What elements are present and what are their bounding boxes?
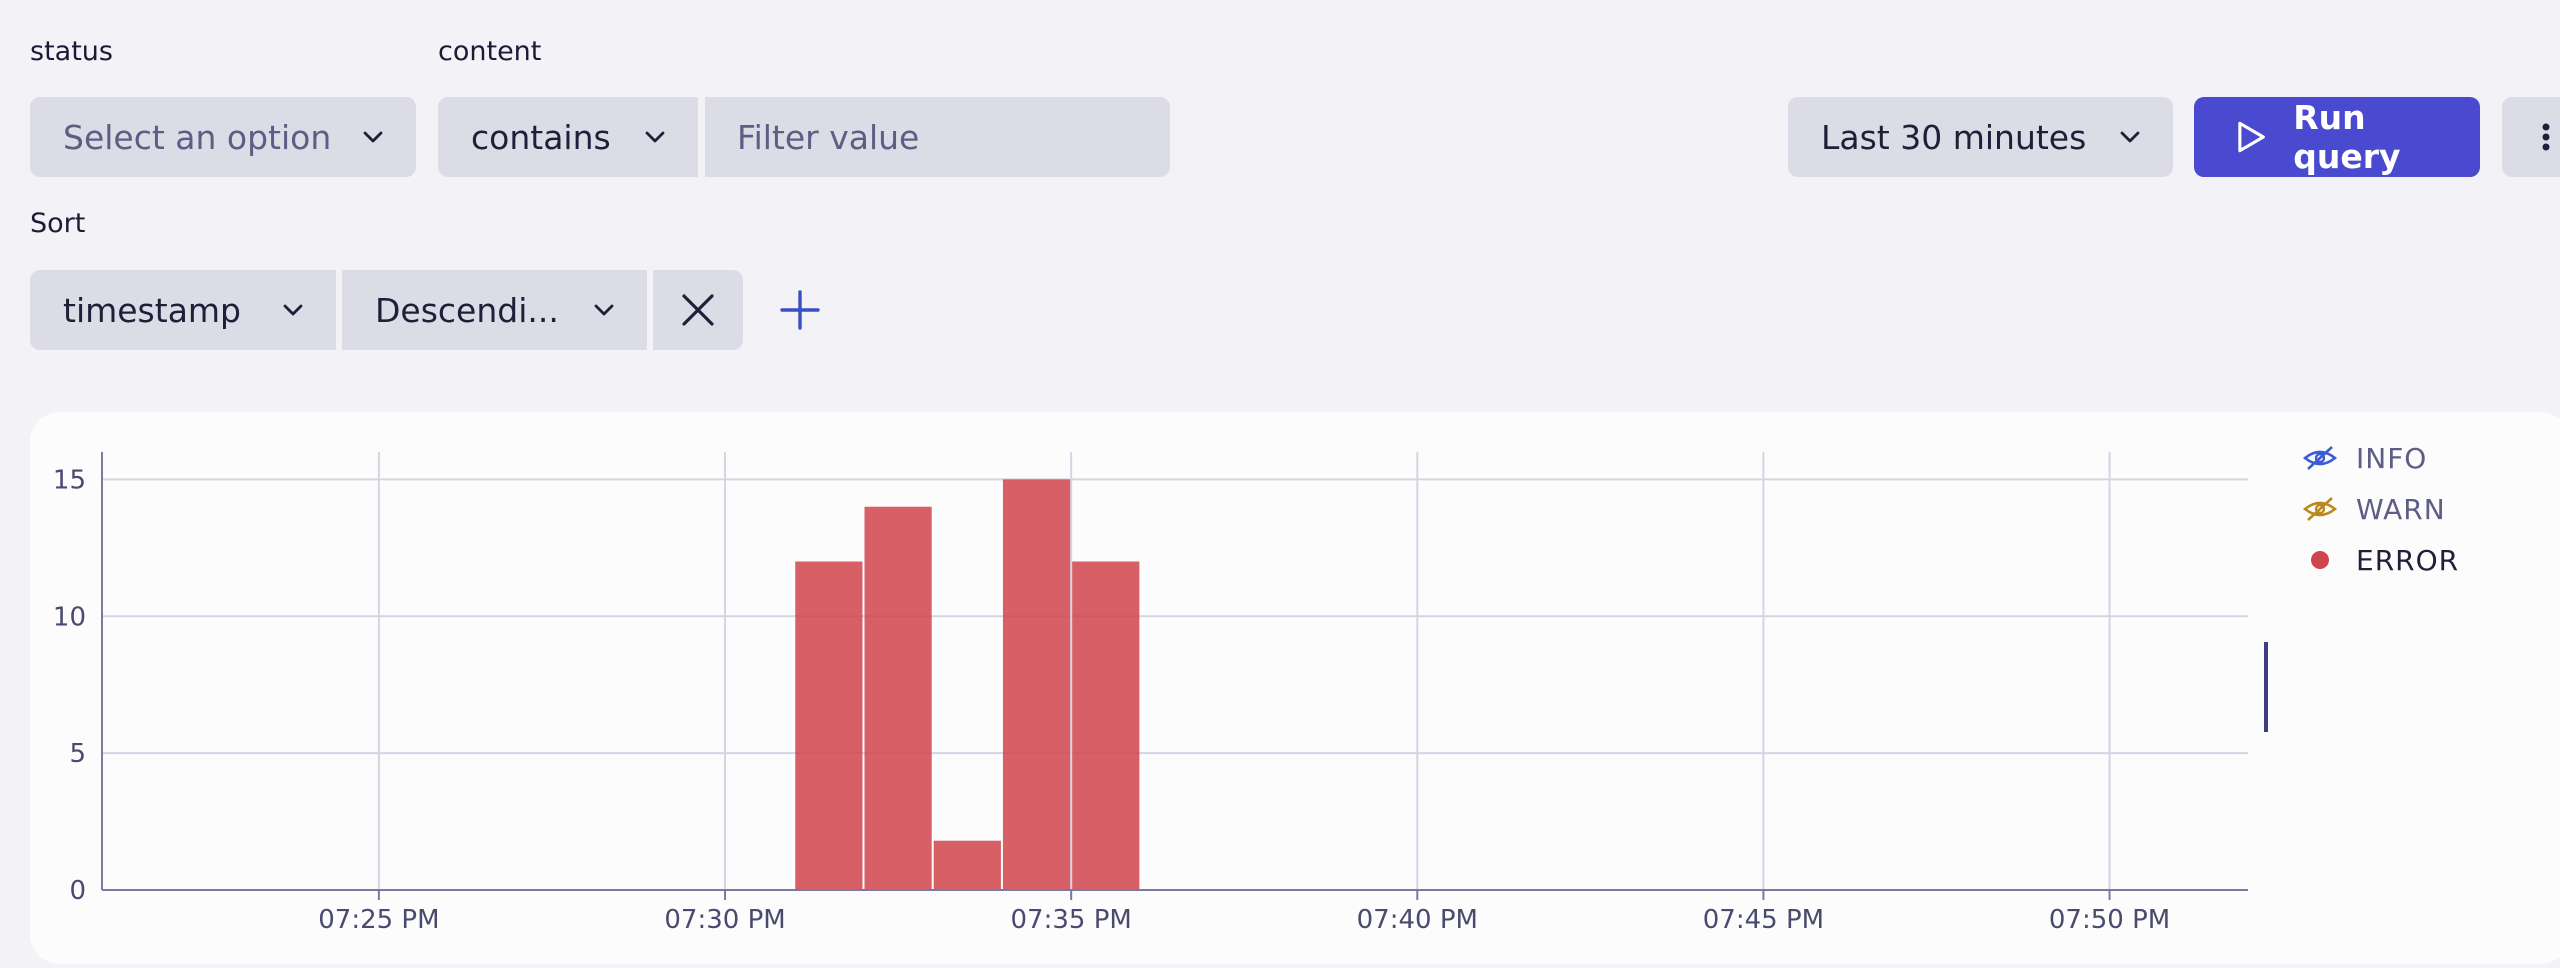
run-query-label: Run query [2293, 98, 2401, 176]
filter-value-placeholder: Filter value [737, 117, 920, 157]
content-operator-select[interactable]: contains [438, 97, 698, 177]
sort-field-value: timestamp [63, 290, 242, 330]
filter-value-input[interactable]: Filter value [705, 97, 1170, 177]
plus-icon [780, 290, 820, 330]
more-options-button[interactable] [2502, 97, 2560, 177]
chevron-down-icon [283, 304, 303, 316]
remove-sort-button[interactable] [653, 270, 743, 350]
chevron-down-icon [2120, 131, 2140, 143]
timeframe-select[interactable]: Last 30 minutes [1788, 97, 2173, 177]
more-vertical-icon [2542, 123, 2550, 151]
chart-card [30, 412, 2560, 964]
chevron-down-icon [363, 131, 383, 143]
close-icon [682, 294, 714, 326]
sort-field-select[interactable]: timestamp [30, 270, 336, 350]
status-label: status [30, 36, 113, 67]
play-icon [2238, 121, 2265, 153]
chevron-down-icon [645, 131, 665, 143]
content-label: content [438, 36, 542, 67]
status-select[interactable]: Select an option [30, 97, 416, 177]
sort-label: Sort [30, 208, 86, 239]
run-query-button[interactable]: Run query [2194, 97, 2480, 177]
timeframe-value: Last 30 minutes [1821, 117, 2087, 157]
add-sort-button[interactable] [770, 270, 830, 350]
content-operator-value: contains [471, 117, 611, 157]
status-select-value: Select an option [63, 117, 332, 157]
chevron-down-icon [594, 304, 614, 316]
sort-direction-select[interactable]: Descendi... [342, 270, 647, 350]
sort-direction-value: Descendi... [375, 290, 559, 330]
